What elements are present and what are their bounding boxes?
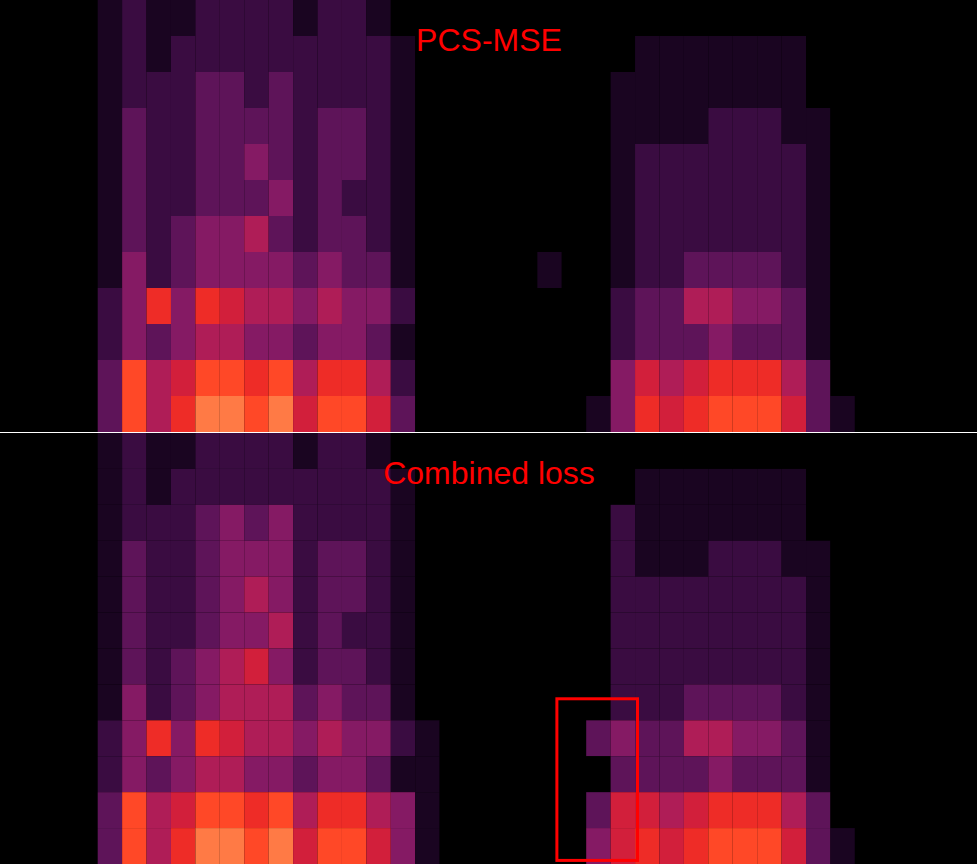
svg-text:Combined loss: Combined loss [383,455,595,491]
svg-text:PCS-MSE: PCS-MSE [416,22,562,58]
